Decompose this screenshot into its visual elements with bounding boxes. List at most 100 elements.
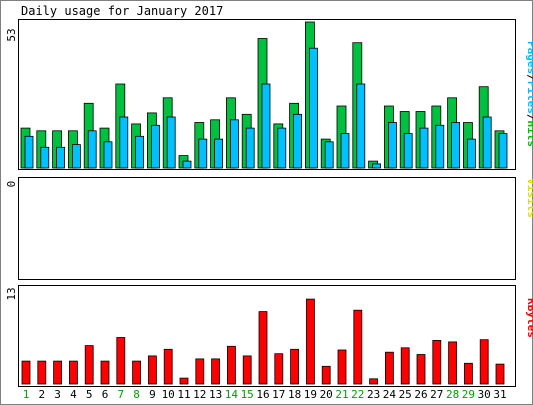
- visits-ymax-label: 0: [5, 181, 18, 188]
- legend-sep-2: /: [525, 114, 533, 121]
- kbytes-bar-5: [84, 345, 94, 385]
- kbytes-bar-16: [258, 311, 268, 385]
- files-bar-31: [498, 133, 508, 169]
- kbytes-bar-23: [369, 378, 379, 385]
- x-label-5: 5: [86, 388, 93, 401]
- x-label-30: 30: [478, 388, 491, 401]
- visits-panel: [18, 177, 516, 280]
- x-label-18: 18: [288, 388, 301, 401]
- files-bar-9: [150, 124, 160, 169]
- x-label-16: 16: [256, 388, 269, 401]
- x-label-2: 2: [38, 388, 45, 401]
- kbytes-bar-19: [305, 298, 315, 385]
- x-label-12: 12: [193, 388, 206, 401]
- kbytes-ymax-label: 13: [5, 287, 18, 300]
- kbytes-bar-9: [147, 355, 157, 385]
- files-bar-30: [482, 116, 492, 169]
- x-label-11: 11: [177, 388, 190, 401]
- kbytes-bar-25: [400, 347, 410, 385]
- kbytes-bar-14: [226, 345, 236, 385]
- files-bar-21: [340, 133, 350, 169]
- x-label-7: 7: [117, 388, 124, 401]
- kbytes-bar-18: [290, 348, 300, 385]
- files-bar-16: [261, 83, 271, 169]
- x-label-23: 23: [367, 388, 380, 401]
- files-bar-14: [229, 119, 239, 169]
- kbytes-bar-4: [69, 360, 78, 385]
- x-label-14: 14: [225, 388, 239, 401]
- files-bar-15: [245, 127, 255, 169]
- x-label-1: 1: [23, 388, 30, 401]
- x-label-21: 21: [335, 388, 348, 401]
- files-bar-25: [403, 133, 413, 169]
- x-label-20: 20: [320, 388, 333, 401]
- files-bar-2: [40, 146, 50, 169]
- files-bar-19: [308, 47, 318, 169]
- files-bar-3: [56, 146, 65, 169]
- kbytes-bar-12: [195, 358, 205, 385]
- x-label-10: 10: [162, 388, 175, 401]
- files-bar-7: [119, 116, 129, 169]
- x-label-8: 8: [133, 388, 140, 401]
- x-label-22: 22: [351, 388, 364, 401]
- hits-legend: Pages/Files/Hits: [525, 41, 533, 147]
- files-bar-18: [293, 113, 303, 169]
- kbytes-bar-24: [384, 351, 394, 385]
- x-label-26: 26: [414, 388, 427, 401]
- kbytes-bar-1: [21, 360, 31, 385]
- x-label-19: 19: [304, 388, 317, 401]
- legend-files: Files: [525, 81, 533, 114]
- hits-bars: [20, 21, 508, 169]
- x-label-9: 9: [149, 388, 156, 401]
- x-label-15: 15: [241, 388, 254, 401]
- legend-hits: Hits: [525, 121, 533, 148]
- kbytes-bar-29: [463, 362, 473, 385]
- kbytes-bar-28: [448, 341, 458, 385]
- files-bar-13: [214, 138, 224, 169]
- x-label-29: 29: [462, 388, 475, 401]
- kbytes-bar-8: [132, 360, 142, 385]
- legend-pages: Pages: [525, 41, 533, 74]
- x-label-28: 28: [446, 388, 459, 401]
- kbytes-legend: KBytes: [525, 298, 533, 338]
- files-bar-26: [419, 127, 429, 169]
- files-bar-5: [87, 130, 97, 169]
- files-bar-12: [198, 138, 208, 169]
- kbytes-bar-17: [274, 353, 284, 385]
- x-label-4: 4: [70, 388, 77, 401]
- x-label-24: 24: [383, 388, 397, 401]
- files-bar-10: [166, 116, 176, 169]
- kbytes-bars: [21, 298, 505, 385]
- x-label-17: 17: [272, 388, 285, 401]
- files-bar-17: [277, 127, 287, 169]
- visits-legend: Visits: [525, 178, 533, 218]
- files-bar-22: [356, 83, 366, 169]
- kbytes-bar-27: [432, 339, 442, 385]
- kbytes-bar-26: [416, 354, 426, 385]
- files-bar-23: [372, 163, 382, 169]
- files-bar-20: [324, 141, 334, 169]
- kbytes-bar-22: [353, 309, 363, 385]
- files-bar-29: [466, 138, 476, 169]
- files-bar-8: [135, 135, 145, 169]
- x-axis-labels: 1 2 3 4 5 6 7 8 9 10 11 12 13 14 15 16 17 18 19 20 21 22 23 24 2…: [23, 388, 507, 401]
- x-label-25: 25: [399, 388, 412, 401]
- files-bar-11: [182, 160, 192, 169]
- files-bar-4: [72, 144, 81, 169]
- x-label-13: 13: [209, 388, 222, 401]
- x-label-31: 31: [493, 388, 506, 401]
- kbytes-bar-20: [321, 365, 331, 385]
- files-bar-6: [103, 141, 113, 169]
- kbytes-bar-13: [211, 358, 221, 385]
- kbytes-bar-6: [100, 360, 110, 385]
- kbytes-bar-10: [163, 348, 173, 385]
- hits-ymax-label: 53: [5, 28, 18, 41]
- kbytes-bar-21: [337, 349, 347, 385]
- kbytes-bar-7: [116, 337, 126, 385]
- kbytes-bar-2: [37, 360, 47, 385]
- kbytes-bar-3: [53, 360, 62, 385]
- files-bar-1: [24, 135, 34, 169]
- files-bar-27: [435, 124, 445, 169]
- files-bar-28: [451, 122, 461, 169]
